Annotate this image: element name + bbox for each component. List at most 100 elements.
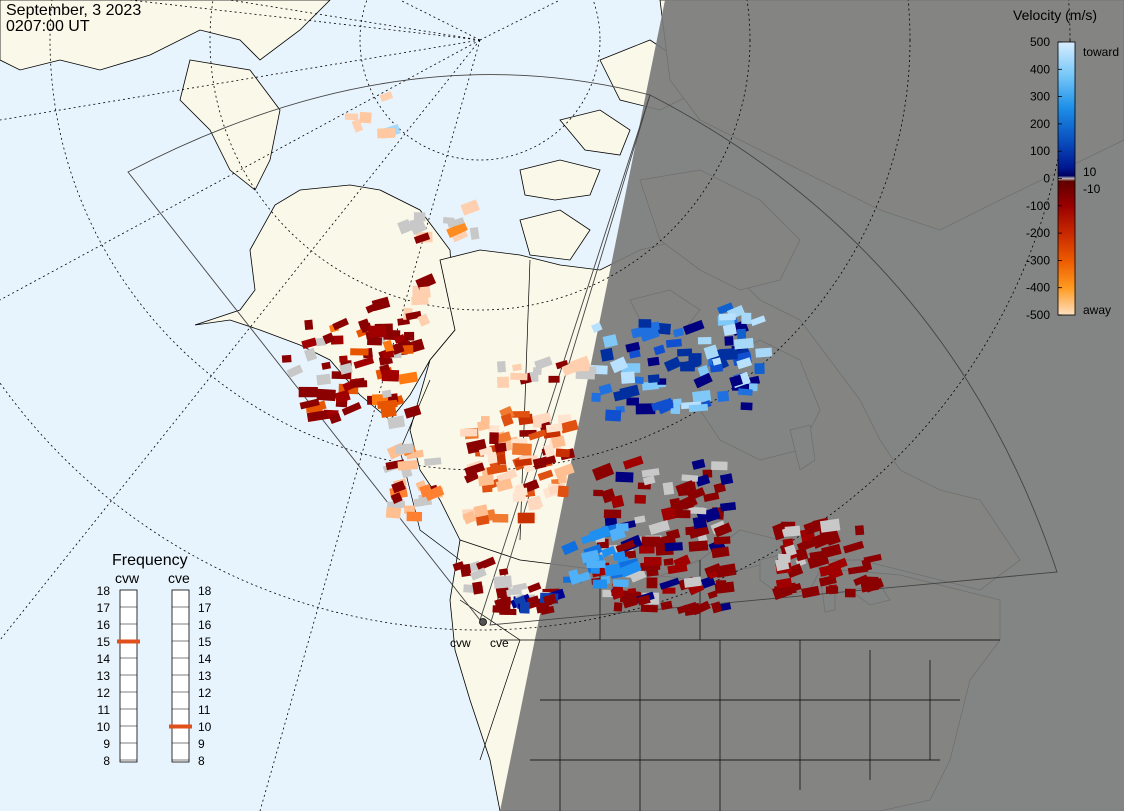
- fov-cvw: [127, 74, 651, 621]
- range-gate-cell: [394, 443, 415, 455]
- range-gate-cell: [811, 532, 830, 549]
- range-gate-cell: [634, 376, 644, 384]
- range-gate-cell: [492, 513, 509, 523]
- frequency-tick-label: 11: [198, 703, 211, 717]
- range-gate-cell: [641, 536, 660, 547]
- frequency-tick-label: 13: [97, 669, 111, 683]
- range-gate-cell: [600, 347, 614, 362]
- range-gate-cell: [692, 389, 712, 403]
- radar-site-label-cvw: cvw: [450, 636, 471, 650]
- velocity-tick-label: 100: [1030, 144, 1050, 158]
- range-gate-cell: [528, 429, 547, 441]
- velocity-tick-label: 0: [1043, 172, 1050, 186]
- range-gate-cell: [641, 468, 660, 478]
- range-gate-cell: [545, 423, 563, 433]
- range-gate-cell: [641, 381, 659, 391]
- range-gate-cell: [634, 494, 646, 504]
- range-gate-cell: [610, 494, 625, 509]
- range-gate-cell: [377, 127, 396, 139]
- range-gate-cell: [537, 469, 554, 481]
- velocity-tick-label: 200: [1030, 117, 1050, 131]
- range-gate-cell: [863, 553, 882, 564]
- velocity-tick-label: -300: [1026, 253, 1050, 267]
- frequency-panel: Frequency cvw cve 1817161514131211109818…: [97, 552, 212, 768]
- frequency-tick-label: 16: [97, 618, 111, 632]
- range-gate-cell: [497, 376, 510, 388]
- range-gate-cell: [573, 364, 590, 372]
- range-gate-cell: [695, 474, 711, 487]
- frequency-tick-label: 8: [198, 754, 205, 768]
- range-gate-cell: [459, 563, 472, 578]
- range-gate-cell: [316, 373, 331, 386]
- range-gate-cell: [500, 596, 511, 605]
- range-gate-cell: [843, 540, 865, 554]
- frequency-bars: 18 17 16 15 14 13 12 11 10 9 8 18 17 16 15 14 13 12 11 10 9 8: [97, 584, 212, 768]
- range-gate-cell: [741, 312, 752, 324]
- range-gate-cell: [693, 372, 713, 389]
- frequency-tick-label: 16: [198, 618, 212, 632]
- range-gate-cell: [341, 401, 362, 416]
- velocity-neg-min-label: -10: [1083, 182, 1101, 196]
- velocity-toward-label: toward: [1083, 45, 1119, 59]
- velocity-tick-label: -400: [1026, 281, 1050, 295]
- range-gate-cell: [371, 296, 391, 312]
- range-gate-cell: [498, 568, 509, 576]
- range-gate-cell: [476, 556, 496, 571]
- range-gate-cell: [640, 604, 658, 613]
- range-gate-cell: [487, 451, 498, 465]
- range-gate-cell: [653, 344, 666, 356]
- frequency-bar-cve: [171, 589, 190, 763]
- frequency-tick-label: 12: [198, 686, 212, 700]
- range-gate-cell: [330, 335, 344, 345]
- range-gate-cell: [353, 356, 375, 369]
- range-gate-cell: [854, 525, 865, 536]
- range-gate-cell: [638, 319, 652, 328]
- frequency-tick-label: 18: [97, 584, 111, 598]
- range-gate-cell: [403, 404, 422, 419]
- range-gate-cell: [534, 356, 553, 371]
- range-gate-cell: [513, 487, 528, 497]
- range-gate-cell: [411, 296, 429, 306]
- range-gate-cell: [542, 593, 558, 607]
- range-gate-cell: [415, 273, 437, 291]
- range-gate-cell: [828, 557, 848, 572]
- range-gate-cell: [598, 383, 613, 396]
- range-gate-cell: [586, 560, 606, 569]
- range-gate-cell: [316, 388, 336, 402]
- range-gate-cell: [526, 495, 544, 511]
- velocity-ticks: 500 400 300 200 100 0 -100 -200 -300 -400 -500: [1026, 35, 1062, 322]
- range-gate-cell: [321, 361, 331, 370]
- range-gate-cell: [442, 217, 455, 225]
- range-gate-cell: [703, 491, 720, 502]
- range-gate-cell: [615, 471, 634, 483]
- range-gate-cell: [344, 113, 359, 121]
- range-gate-cell: [512, 363, 523, 372]
- range-gate-cell: [409, 218, 427, 236]
- range-gate-cell: [558, 474, 567, 484]
- range-gate-cell: [750, 315, 766, 327]
- range-gate-cell: [307, 400, 327, 414]
- range-gate-cell: [486, 464, 508, 475]
- range-gate-cell: [550, 435, 566, 449]
- range-gate-cell: [460, 428, 478, 437]
- range-gate-cell: [681, 474, 699, 482]
- range-gate-cell: [601, 545, 617, 558]
- range-gate-cell: [647, 356, 660, 367]
- range-gate-cell: [526, 595, 541, 609]
- range-gate-cell: [663, 356, 682, 372]
- velocity-tick-label: 400: [1030, 62, 1050, 76]
- range-gate-cell: [382, 339, 395, 354]
- siberia-coast: [0, 0, 331, 71]
- range-gate-cell: [692, 516, 708, 530]
- range-gate-cell: [381, 369, 400, 382]
- range-gate-cell: [674, 509, 691, 519]
- range-gate-cell: [460, 199, 480, 216]
- range-gate-cell: [301, 337, 318, 349]
- range-gate-cell: [648, 519, 670, 535]
- range-gate-cell: [532, 457, 547, 470]
- range-gate-cell: [613, 602, 623, 612]
- range-gate-cell: [713, 522, 733, 538]
- range-gate-cell: [493, 575, 513, 589]
- range-gate-cell: [657, 378, 667, 385]
- range-gate-cell: [773, 527, 785, 541]
